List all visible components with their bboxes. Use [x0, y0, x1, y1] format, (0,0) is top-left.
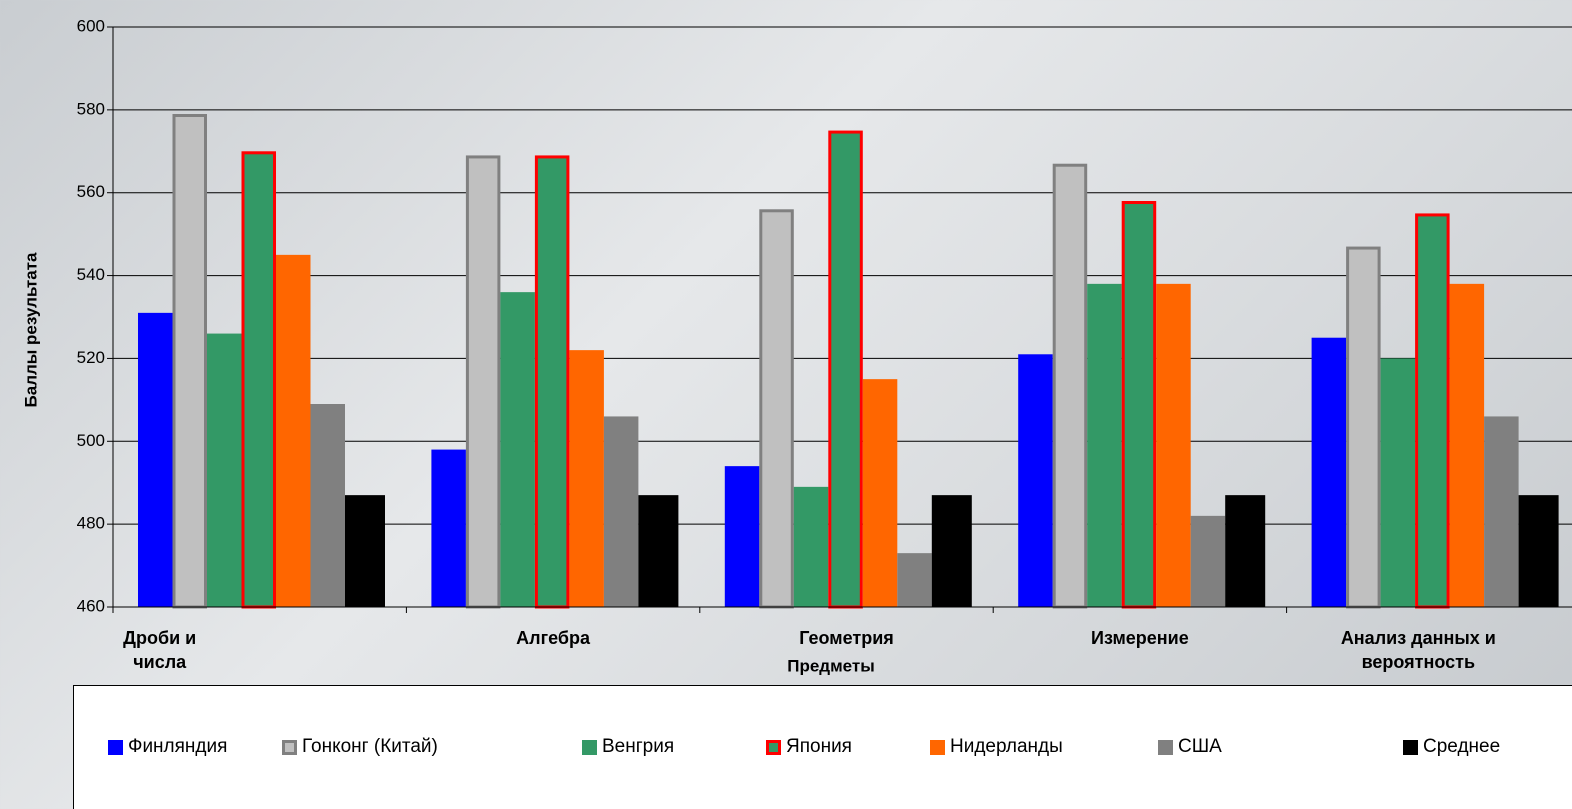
- bar: [534, 155, 570, 609]
- bar: [1225, 495, 1266, 607]
- x-tick-label: Измерение: [1091, 628, 1189, 648]
- legend-item: Финляндия: [108, 736, 258, 758]
- legend-swatch: [930, 740, 945, 755]
- legend-label: США: [1178, 736, 1222, 757]
- legend-swatch: [1158, 740, 1173, 755]
- legend-item: Нидерланды: [930, 736, 1130, 758]
- x-tick-label: Дроби и числа: [123, 628, 197, 672]
- legend-label: Венгрия: [602, 736, 675, 757]
- bar: [759, 209, 794, 609]
- bar: [1380, 358, 1416, 607]
- bar: [465, 155, 501, 609]
- legend-swatch: [282, 740, 297, 755]
- bar: [1052, 163, 1088, 609]
- bar: [1087, 283, 1122, 607]
- legend-item: США: [1158, 736, 1298, 758]
- bar: [638, 495, 679, 607]
- y-tick-label: 480: [77, 514, 105, 533]
- bar: [1156, 283, 1191, 607]
- y-tick-label: 600: [77, 16, 105, 35]
- bar: [724, 466, 760, 607]
- bar: [897, 553, 932, 607]
- bar: [1518, 495, 1559, 607]
- legend-swatch: [582, 740, 597, 755]
- legend-item: Гонконг (Китай): [282, 736, 542, 758]
- bar: [1121, 201, 1157, 609]
- bar: [1346, 246, 1381, 609]
- bar: [1311, 337, 1347, 607]
- bar: [931, 495, 972, 607]
- bar: [172, 114, 207, 609]
- legend-label: Япония: [786, 736, 852, 757]
- y-axis-title: Баллы результата: [21, 252, 40, 407]
- bar: [569, 350, 604, 607]
- legend: Финляндия Гонконг (Китай) Венгрия Япония Нид…: [73, 685, 1572, 809]
- bar: [276, 254, 311, 607]
- bar: [207, 333, 242, 607]
- bar: [241, 151, 276, 609]
- y-tick-label: 560: [77, 182, 105, 201]
- bar: [828, 130, 863, 609]
- legend-item: Венгрия: [582, 736, 702, 758]
- bar: [431, 449, 466, 607]
- legend-swatch: [766, 740, 781, 755]
- legend-swatch: [1403, 740, 1418, 755]
- bar: [862, 379, 898, 607]
- y-tick-label: 580: [77, 99, 105, 118]
- x-tick-label: Геометрия: [799, 628, 894, 648]
- legend-label: Гонконг (Китай): [302, 736, 438, 757]
- bar: [1018, 354, 1053, 607]
- legend-item: Среднее: [1403, 736, 1563, 758]
- bar: [1190, 515, 1226, 607]
- bar: [310, 404, 345, 607]
- bar: [603, 416, 639, 607]
- y-tick-label: 460: [77, 596, 105, 615]
- bar: [1484, 416, 1519, 607]
- bar: [138, 312, 173, 607]
- bar: [1449, 283, 1485, 607]
- legend-label: Нидерланды: [950, 736, 1063, 757]
- y-tick-label: 540: [77, 265, 105, 284]
- bar: [500, 292, 535, 607]
- x-tick-label: Алгебра: [516, 628, 590, 648]
- y-tick-label: 520: [77, 348, 105, 367]
- x-axis-title: Предметы: [787, 656, 875, 675]
- legend-swatch: [108, 740, 123, 755]
- x-tick-label: Анализ данных и вероятность: [1340, 628, 1496, 672]
- legend-label: Финляндия: [128, 736, 228, 757]
- bar: [1415, 213, 1450, 609]
- legend-label: Среднее: [1423, 736, 1501, 757]
- bar: [793, 486, 829, 607]
- bar: [345, 495, 385, 607]
- legend-item: Япония: [766, 736, 886, 758]
- y-tick-label: 500: [77, 431, 105, 450]
